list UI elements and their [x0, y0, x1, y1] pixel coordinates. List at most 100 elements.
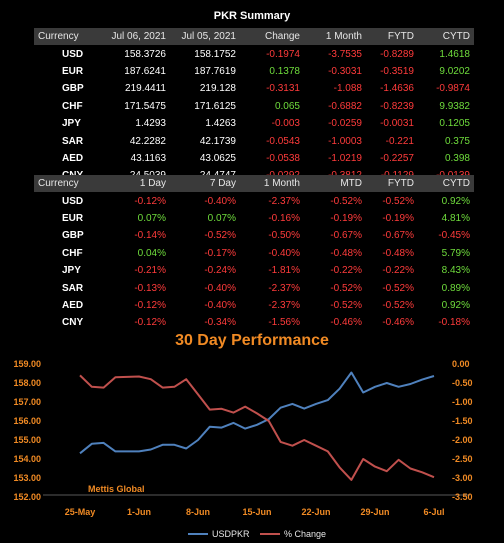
currency-code: USD [62, 48, 84, 60]
right-tick-label: -3.50 [452, 492, 473, 502]
table-cell: -0.12% [134, 317, 166, 329]
table-cell: -0.3031 [328, 65, 362, 77]
currency-code: JPY [62, 265, 81, 277]
table-cell: -0.52% [382, 282, 414, 294]
table-cell: -2.37% [268, 282, 300, 294]
table-cell: -0.8239 [380, 100, 414, 112]
table-row: JPY 1.4293 1.4263 -0.003 -0.0259 -0.0031 0.120… [34, 115, 474, 132]
x-tick-label: 6-Jul [423, 507, 444, 517]
column-header: CYTD [418, 175, 474, 193]
table-cell: 42.2282 [129, 135, 166, 147]
table-cell: -0.3519 [380, 65, 414, 77]
table-cell: -0.0538 [266, 152, 300, 164]
table-cell: -0.67% [330, 230, 362, 242]
table-cell: -0.17% [204, 247, 236, 259]
x-tick-label: 22-Jun [301, 507, 330, 517]
table-cell: 0.065 [274, 100, 300, 112]
table-cell: -0.2257 [380, 152, 414, 164]
table-cell: -0.52% [204, 230, 236, 242]
performance-chart: 152.00 153.00 154.00 155.00 156.00 157.00 158.… [13, 359, 473, 539]
table-cell: -1.56% [268, 317, 300, 329]
table-row: SAR -0.13% -0.40% -2.37% -0.52% -0.52% 0.89% [34, 279, 474, 296]
x-tick-label: 25-May [65, 507, 96, 517]
table-row: CHF 0.04% -0.17% -0.40% -0.48% -0.48% 5.79% [34, 245, 474, 262]
column-header: Jul 06, 2021 [104, 28, 170, 46]
currency-code: EUR [62, 212, 84, 224]
table-cell: -2.37% [268, 299, 300, 311]
right-tick-label: -3.00 [452, 473, 473, 483]
table-row: CHF 171.5475 171.6125 0.065 -0.6882 -0.8239 9.… [34, 98, 474, 115]
column-header: MTD [304, 175, 366, 193]
left-axis: 152.00 153.00 154.00 155.00 156.00 157.00 158.… [13, 359, 41, 502]
table-cell: -0.0031 [380, 118, 414, 130]
table-cell: -0.46% [330, 317, 362, 329]
table-cell: -2.37% [268, 195, 300, 207]
table-cell: 5.79% [441, 247, 470, 259]
table-cell: -0.24% [204, 265, 236, 277]
table-cell: 1.4293 [135, 118, 166, 130]
table-cell: 1.4263 [205, 118, 236, 130]
table-cell: -0.19% [382, 212, 414, 224]
table-cell: 0.92% [441, 299, 470, 311]
legend-label: USDPKR [212, 529, 250, 539]
currency-code: SAR [62, 282, 84, 294]
table-cell: 0.04% [137, 247, 166, 259]
column-header: FYTD [366, 175, 418, 193]
x-tick-label: 29-Jun [360, 507, 389, 517]
table-cell: 158.1752 [194, 48, 236, 60]
table-cell: 8.43% [441, 265, 470, 277]
pct-table: Currency 1 Day 7 Day 1 Month MTD FYTD CYTD USD… [34, 175, 474, 332]
rates-table-body: USD 158.3726 158.1752 -0.1974 -3.7535 -0.8289… [34, 45, 474, 184]
table-row: USD 158.3726 158.1752 -0.1974 -3.7535 -0.8289… [34, 45, 474, 62]
table-cell: 219.128 [199, 83, 236, 95]
table-row: CNY -0.12% -0.34% -1.56% -0.46% -0.46% -0.18% [34, 314, 474, 331]
column-header: 1 Month [240, 175, 304, 193]
table-cell: -0.0543 [266, 135, 300, 147]
legend: USDPKR % Change [188, 529, 326, 539]
table-cell: 171.6125 [194, 100, 236, 112]
table-row: AED -0.12% -0.40% -2.37% -0.52% -0.52% 0.92% [34, 297, 474, 314]
table-cell: 187.6241 [124, 65, 166, 77]
table-cell: 158.3726 [124, 48, 166, 60]
table-cell: -0.52% [330, 195, 362, 207]
column-header: CYTD [418, 28, 474, 46]
pct-table-body: USD -0.12% -0.40% -2.37% -0.52% -0.52% 0.92% EU… [34, 192, 474, 331]
series-layer [79, 371, 435, 481]
table-cell: 0.07% [207, 212, 236, 224]
table-cell: -0.3131 [266, 83, 300, 95]
table-cell: -0.40% [204, 195, 236, 207]
table-cell: 1.4618 [439, 48, 470, 60]
table-cell: 43.0625 [199, 152, 236, 164]
table-row: JPY -0.21% -0.24% -1.81% -0.22% -0.22% 8.43% [34, 262, 474, 279]
currency-code: CHF [62, 100, 83, 112]
table-cell: -0.22% [382, 265, 414, 277]
table-row: USD -0.12% -0.40% -2.37% -0.52% -0.52% 0.92% [34, 192, 474, 209]
currency-code: CNY [62, 317, 84, 329]
currency-code: JPY [62, 118, 81, 130]
table-cell: -0.40% [268, 247, 300, 259]
right-tick-label: -1.00 [452, 397, 473, 407]
right-axis: -3.50 -3.00 -2.50 -2.00 -1.50 -1.00 -0.50 0.00 [452, 359, 473, 502]
table-cell: -1.088 [333, 83, 362, 95]
rates-table-header: Currency Jul 06, 2021 Jul 05, 2021 Change 1 … [34, 28, 474, 46]
table-cell: 187.7619 [194, 65, 236, 77]
series-line-usdpkr [79, 371, 435, 455]
table-cell: -0.221 [385, 135, 414, 147]
currency-code: CHF [62, 247, 83, 259]
currency-code: EUR [62, 65, 84, 77]
table-cell: -0.1974 [266, 48, 300, 60]
currency-code: AED [62, 299, 84, 311]
right-tick-label: -1.50 [452, 416, 473, 426]
table-cell: -0.12% [134, 195, 166, 207]
currency-code: SAR [62, 135, 84, 147]
left-tick-label: 154.00 [13, 454, 41, 464]
table-cell: -0.13% [134, 282, 166, 294]
table-cell: 0.89% [441, 282, 470, 294]
table-cell: -1.0219 [328, 152, 362, 164]
table-cell: -1.0003 [328, 135, 362, 147]
table-row: AED 43.1163 43.0625 -0.0538 -1.0219 -0.2257 0.… [34, 150, 474, 167]
table-cell: -0.67% [382, 230, 414, 242]
table-cell: -1.81% [268, 265, 300, 277]
table-cell: -0.9874 [436, 83, 470, 95]
legend-label: % Change [284, 529, 326, 539]
